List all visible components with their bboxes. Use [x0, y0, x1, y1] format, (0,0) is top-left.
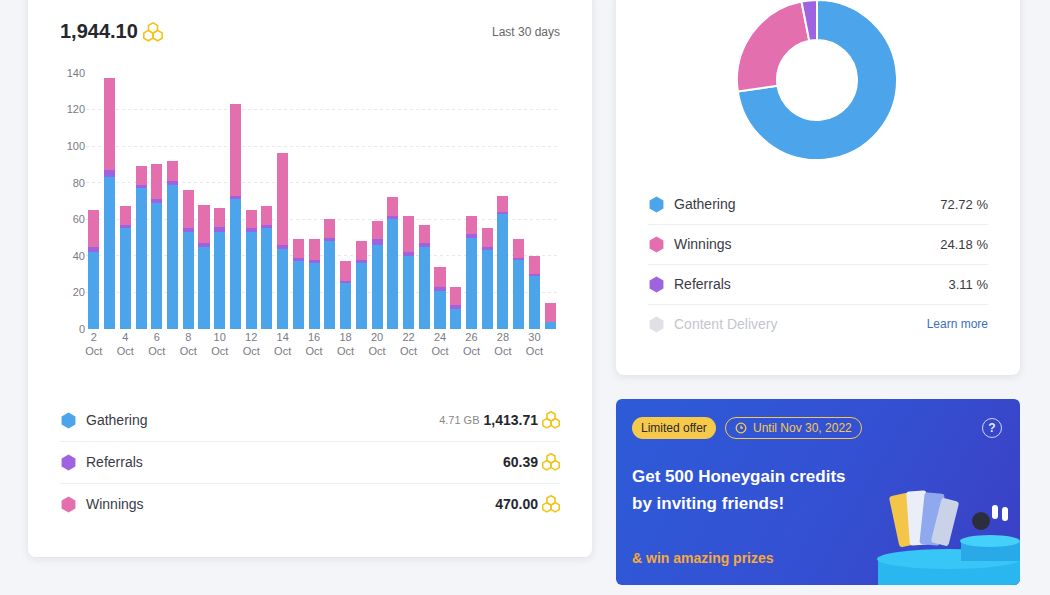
html-text:Last 30 days: Last 30 days: [492, 25, 560, 39]
svg-text:24Oct: 24Oct: [431, 331, 448, 357]
svg-text:18Oct: 18Oct: [337, 331, 354, 357]
svg-text:14Oct: 14Oct: [274, 331, 291, 357]
svg-text:30Oct: 30Oct: [526, 331, 543, 357]
html-text:3.11 %: 3.11 %: [948, 276, 988, 292]
svg-text:26Oct: 26Oct: [463, 331, 480, 357]
html-text:Winnings: Winnings: [86, 496, 144, 512]
svg-text:60: 60: [73, 213, 85, 225]
html-text:24.18 %: 24.18 %: [940, 236, 988, 252]
html-text:Content Delivery: Content Delivery: [674, 316, 778, 332]
svg-text:22Oct: 22Oct: [400, 331, 417, 357]
svg-text:12Oct: 12Oct: [243, 331, 260, 357]
html-text:4.71 GB 1,413.71: 4.71 GB 1,413.71: [439, 412, 538, 428]
svg-text:8Oct: 8Oct: [180, 331, 197, 357]
html-text:Get 500 Honeygain credits by i: Get 500 Honeygain credits by inviting fr…: [632, 467, 846, 513]
html-text:72.72 %: 72.72 %: [940, 196, 988, 212]
svg-text:80: 80: [73, 177, 85, 189]
svg-text:6Oct: 6Oct: [148, 331, 165, 357]
svg-text:140: 140: [67, 67, 85, 79]
svg-text:40: 40: [73, 250, 85, 262]
svg-text:10Oct: 10Oct: [211, 331, 228, 357]
html-text:60.39: 60.39: [503, 454, 538, 470]
svg-text:2Oct: 2Oct: [85, 331, 102, 357]
html-text:Until Nov 30, 2022: Until Nov 30, 2022: [753, 421, 852, 435]
html-text:Referrals: Referrals: [674, 276, 731, 292]
html-text:& win amazing prizes: & win amazing prizes: [632, 550, 774, 566]
html-text:Gathering: Gathering: [86, 412, 148, 428]
html-text:Learn more: Learn more: [926, 317, 988, 331]
svg-text:100: 100: [67, 140, 85, 152]
svg-text:0: 0: [79, 323, 85, 335]
svg-text:28Oct: 28Oct: [494, 331, 511, 357]
svg-text:20: 20: [73, 286, 85, 298]
html-text:470.00: 470.00: [495, 496, 538, 512]
svg-text:4Oct: 4Oct: [117, 331, 134, 357]
html-text:Winnings: Winnings: [674, 236, 732, 252]
svg-text:16Oct: 16Oct: [306, 331, 323, 357]
html-text:Limited offer: Limited offer: [641, 421, 707, 435]
html-text:Gathering: Gathering: [674, 196, 736, 212]
html-text:Referrals: Referrals: [86, 454, 143, 470]
svg-text:120: 120: [67, 103, 85, 115]
html-text:1,944.10: 1,944.10: [60, 20, 138, 42]
svg-text:20Oct: 20Oct: [369, 331, 386, 357]
